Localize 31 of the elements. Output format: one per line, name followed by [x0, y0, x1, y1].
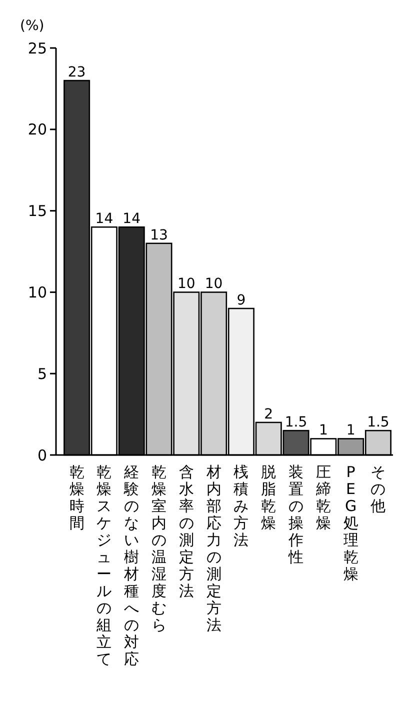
data-label: 1.5: [284, 414, 308, 431]
data-label: 23: [68, 64, 86, 81]
y-tick-label: 10: [28, 283, 47, 302]
data-label: 1: [318, 422, 328, 439]
x-tick-label: 乾燥時間: [69, 463, 84, 532]
data-label: 2: [264, 406, 274, 422]
x-tick-label: PEG処理乾燥: [343, 463, 358, 583]
data-label: 14: [95, 211, 114, 228]
y-tick-label: 5: [37, 364, 47, 383]
category-label: 乾燥スケジュールの組立て: [96, 463, 112, 668]
data-label: 10: [177, 276, 196, 292]
data-label: 14: [122, 211, 141, 228]
y-tick-label: 20: [28, 120, 47, 139]
data-label: 9: [236, 292, 246, 308]
x-tick-label: 圧締乾燥: [314, 463, 331, 532]
x-tick-label: 含水率の測定方法: [178, 463, 194, 600]
y-tick-label: 25: [28, 39, 47, 58]
y-tick-label: 0: [37, 446, 47, 464]
data-label: 10: [204, 276, 223, 292]
x-tick-label: 脱脂乾燥: [261, 463, 276, 532]
y-tick-label: 15: [28, 202, 47, 220]
category-label: 経験のない樹材種への対応: [124, 463, 140, 668]
data-label: 1.5: [367, 414, 390, 431]
category-label: 材内部応力の測定方法: [206, 463, 222, 634]
x-tick-label: その他: [370, 463, 386, 515]
data-label: 1: [346, 422, 356, 439]
y-axis-title: (%): [20, 18, 44, 34]
category-label: 乾燥室内の温湿度むら: [152, 463, 166, 634]
data-label: 13: [150, 227, 168, 244]
x-tick-label: 装置の操作性: [288, 463, 304, 566]
x-tick-label: 桟積み方法: [234, 463, 249, 549]
